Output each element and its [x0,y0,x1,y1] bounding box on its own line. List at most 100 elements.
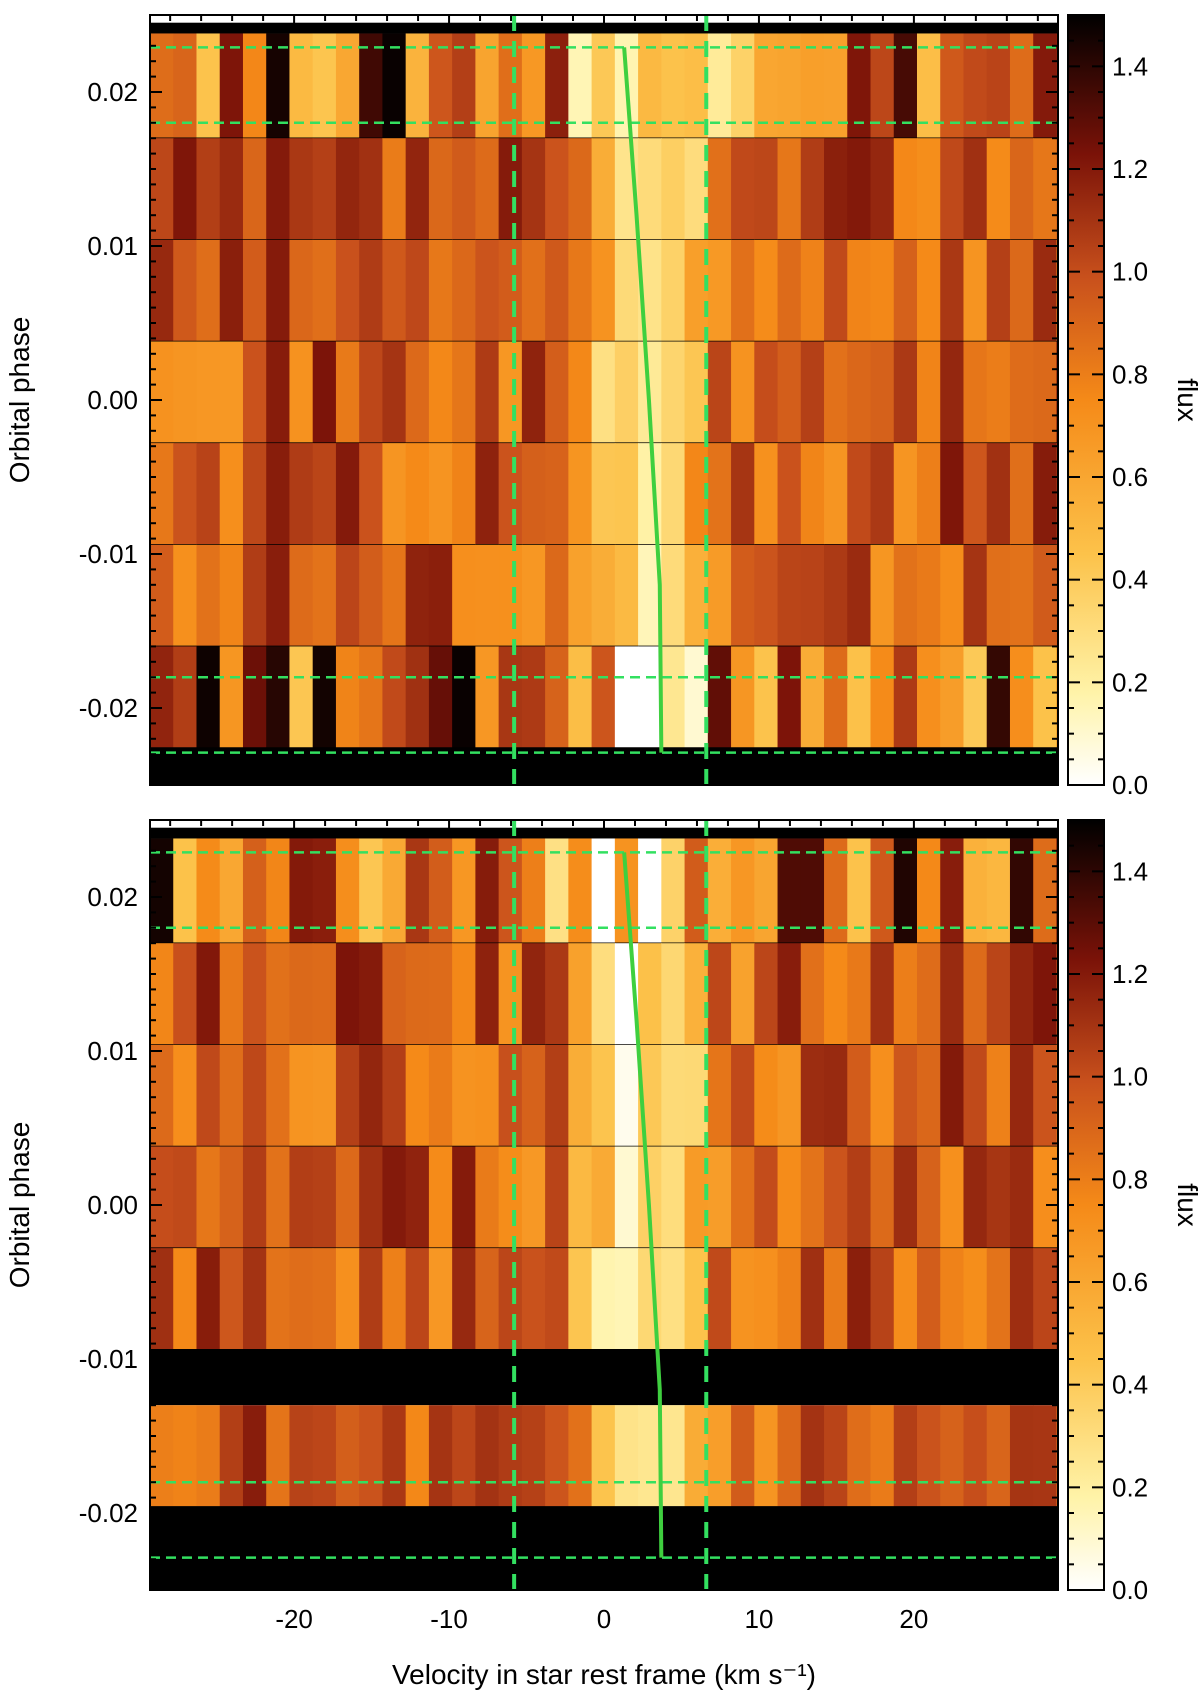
heatmap-cell [847,838,872,944]
heatmap-cell [382,1248,407,1350]
heatmap-cell [916,1248,941,1350]
heatmap-cell [242,341,267,444]
heatmap-cell [661,443,686,545]
heatmap-cell [847,1248,872,1350]
y-tick-label: -0.02 [79,693,138,723]
heatmap-cell [986,239,1011,342]
heatmap-cell [266,838,291,944]
heatmap-cell [521,1248,546,1350]
heatmap-cell [568,443,593,545]
heatmap-cell [382,443,407,545]
heatmap-cell [382,838,407,944]
heatmap-cell [428,943,453,1045]
colorbar-tick-label: 0.4 [1112,1370,1148,1400]
heatmap-cell [289,33,314,139]
heatmap-cell [893,943,918,1045]
heatmap-cell [150,239,174,342]
heatmap-cell [986,1044,1011,1147]
heatmap-cell [986,943,1011,1045]
heatmap-cell [1009,1044,1034,1147]
heatmap-cell [1033,443,1058,545]
colorbar-tick-label: 0.8 [1112,1164,1148,1194]
heatmap-cell [359,1248,384,1350]
heatmap-cell [428,1146,453,1249]
heatmap-cell [963,1146,988,1249]
heatmap-cell [521,443,546,545]
heatmap-cell [521,1146,546,1249]
heatmap-cell [870,138,895,240]
heatmap-cell [986,33,1011,139]
heatmap-cell [591,1248,616,1350]
heatmap-cell [382,1146,407,1249]
heatmap-cell [219,646,244,749]
heatmap-cell [940,239,965,342]
heatmap-cell [545,838,569,944]
heatmap-cell [498,138,523,240]
heatmap-cell [731,239,755,342]
heatmap-cell [916,1044,941,1147]
heatmap-cell [638,544,662,647]
heatmap-cell [266,1146,291,1249]
heatmap-cell [800,838,825,944]
y-tick-label: 0.01 [87,1036,138,1066]
heatmap-cell [963,838,988,944]
heatmap-cell [173,341,198,444]
heatmap-cell [335,239,360,342]
x-tick-label: -10 [430,1604,468,1634]
heatmap-cell [173,1405,198,1507]
heatmap-cell [638,138,662,240]
heatmap-cell [498,1248,523,1350]
bottom-panel: -20 -10 0 10 20 0.02 0.01 0.00 -0.01 -0.02 0.0 0.2… [79,819,1148,1634]
heatmap-cell [196,33,221,139]
heatmap-cell [638,943,662,1045]
heatmap-cell [731,646,755,749]
heatmap-cell [847,1146,872,1249]
heatmap-cell [638,646,662,749]
heatmap-cell [335,341,360,444]
heatmap-cell [150,1248,174,1350]
heatmap-cell [963,138,988,240]
heatmap-cell [940,544,965,647]
heatmap-cell [475,1405,500,1507]
heatmap-cell [475,838,500,944]
heatmap-cell [1009,1248,1034,1350]
heatmap-cell [335,1405,360,1507]
heatmap-cell [661,341,686,444]
heatmap-cell [847,239,872,342]
heatmap-cell [405,33,430,139]
heatmap-cell [684,1248,709,1350]
heatmap-cell [707,1405,732,1507]
heatmap-cell [173,544,198,647]
heatmap-cell [475,138,500,240]
heatmap-cell [661,943,686,1045]
heatmap-cell [1033,544,1058,647]
heatmap-cell [940,943,965,1045]
heatmap-cell [568,239,593,342]
colorbar-tick-label: 1.2 [1112,959,1148,989]
heatmap-cell [312,1146,337,1249]
heatmap-cell [335,943,360,1045]
heatmap-cell [173,1146,198,1249]
heatmap-cell [824,1405,848,1507]
top-colorbar: 0.0 0.2 0.4 0.6 0.8 1.0 1.2 1.4 [1067,14,1148,800]
heatmap-cell [359,33,384,139]
heatmap-cell [870,1248,895,1350]
heatmap-cell [242,1405,267,1507]
heatmap-cell [498,239,523,342]
heatmap-cell [405,943,430,1045]
heatmap-cell [986,1146,1011,1249]
heatmap-cell [196,646,221,749]
heatmap-cell [382,33,407,139]
heatmap-cell [428,1405,453,1507]
heatmap-cell [591,138,616,240]
heatmap-cell [754,1044,779,1147]
heatmap-cell [754,838,779,944]
heatmap-cell [754,1405,779,1507]
heatmap-cell [940,33,965,139]
heatmap-cell [591,443,616,545]
heatmap-cell [754,544,779,647]
heatmap-cell [684,239,709,342]
heatmap-cell [405,1044,430,1147]
heatmap-cell [428,33,453,139]
heatmap-cell [777,33,802,139]
